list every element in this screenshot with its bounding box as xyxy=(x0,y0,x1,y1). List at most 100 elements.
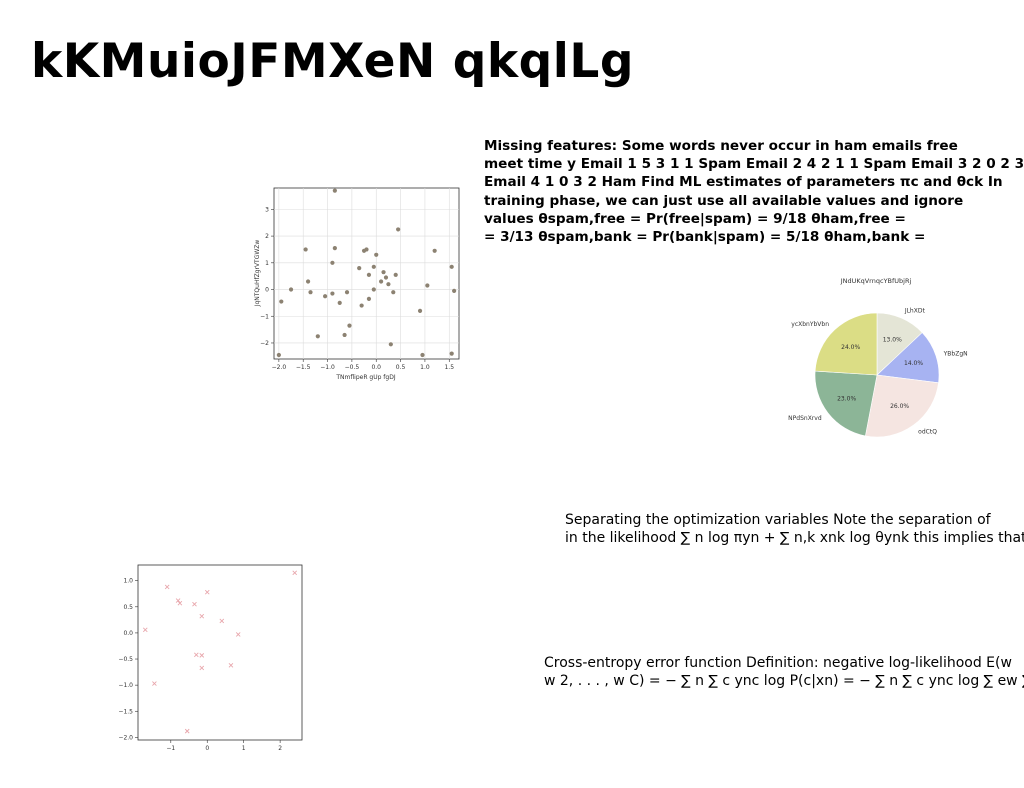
x-axis-label: TNmflipeR gUp fgDJ xyxy=(335,374,395,381)
data-point xyxy=(381,270,386,275)
x-tick-label: −2.0 xyxy=(272,364,287,371)
scatter-plot-gray: −2.0 −1.5 −1.0 −0.5 0.0 0.5 1.0 1.5 −2 −1 0 1 2 3 TN… xyxy=(254,187,460,381)
data-point xyxy=(193,652,199,658)
data-point xyxy=(219,618,225,624)
data-point xyxy=(315,334,320,339)
pie-title: JNdUKqVrnqcYBfUbjRj xyxy=(840,277,912,285)
slice-name-label: JLhXDt xyxy=(904,308,926,315)
data-point xyxy=(279,299,284,304)
text-line: Cross-entropy error function Definition:… xyxy=(544,655,1012,671)
x-tick-label: 2 xyxy=(278,745,282,752)
data-point xyxy=(359,303,364,308)
data-point xyxy=(379,279,384,284)
data-point xyxy=(235,632,241,637)
data-point xyxy=(452,288,457,293)
data-point xyxy=(371,287,376,292)
y-tick-label: −2.0 xyxy=(118,734,133,741)
x-tick-label: 1.0 xyxy=(420,364,430,371)
x-tick-label: 1 xyxy=(242,745,246,752)
scatter-plot-pink: −1 0 1 2 −2.0 −1.5 −1.0 −0.5 0.0 0.5 1.0 xyxy=(118,564,303,752)
data-point xyxy=(344,290,350,295)
text-line: Missing features: Some words never occur… xyxy=(484,138,958,154)
data-point xyxy=(386,282,391,287)
slice-percent-label: 13.0% xyxy=(883,337,902,344)
x-tick-label: −1.5 xyxy=(296,364,311,371)
plot-frame xyxy=(273,187,460,360)
data-point xyxy=(199,613,205,619)
data-point xyxy=(417,308,423,314)
data-point xyxy=(366,296,372,301)
x-tick-label: 1.5 xyxy=(444,364,454,371)
data-point xyxy=(303,247,308,252)
text-line: values θspam,free = Pr(free|spam) = 9/18… xyxy=(484,210,906,227)
data-point xyxy=(374,252,379,257)
data-point xyxy=(288,287,294,292)
slice-name-label: odCtQ xyxy=(918,429,937,436)
y-tick-label: 0 xyxy=(265,287,269,294)
y-tick-label: 0.0 xyxy=(123,630,133,637)
y-tick-label: 2 xyxy=(265,233,269,240)
data-point xyxy=(425,283,430,288)
data-point xyxy=(184,728,190,734)
y-tick-label: −1.0 xyxy=(118,682,133,689)
data-point xyxy=(366,272,372,277)
data-point xyxy=(199,653,205,658)
data-point xyxy=(192,601,197,607)
text-line: Email 4 1 0 3 2 Ham Find ML estimates of… xyxy=(484,174,1003,191)
data-point xyxy=(199,665,205,671)
slice-percent-label: 23.0% xyxy=(837,396,856,403)
text-line: training phase, we can just use all avai… xyxy=(484,192,964,209)
data-point xyxy=(204,589,210,595)
pie-slice xyxy=(814,370,878,437)
text-line: Separating the optimization variables No… xyxy=(565,512,991,528)
data-point xyxy=(292,570,298,576)
y-axis-label: JqNTQuHfZgrVTGWZw xyxy=(254,240,261,308)
pie-slice xyxy=(865,374,939,438)
y-tick-label: −1.5 xyxy=(118,708,133,715)
data-point xyxy=(420,352,425,358)
data-point xyxy=(371,264,376,269)
y-tick-label: 1.0 xyxy=(123,578,133,585)
missing-features-text: Missing features: Some words never occur… xyxy=(484,137,1024,246)
data-point xyxy=(383,275,389,280)
slice-name-label: YBbZgN xyxy=(943,350,968,357)
data-point xyxy=(228,662,234,668)
data-point xyxy=(152,681,157,686)
data-point xyxy=(357,266,362,271)
data-point xyxy=(332,188,337,193)
text-line: w 2, . . . , w C) = − ∑ n ∑ c ync log P(… xyxy=(544,673,1024,689)
data-point xyxy=(305,279,311,284)
data-point xyxy=(332,246,337,251)
data-point xyxy=(388,342,393,347)
x-tick-label: 0.0 xyxy=(371,364,381,371)
data-point xyxy=(432,248,437,253)
data-point xyxy=(342,332,347,338)
data-point xyxy=(330,260,335,265)
data-point xyxy=(330,291,335,296)
data-point xyxy=(396,227,401,232)
x-tick-label: 0.5 xyxy=(396,364,406,371)
data-point xyxy=(323,294,328,299)
text-line: in the likelihood ∑ n log πyn + ∑ n,k xn… xyxy=(565,530,1024,546)
x-tick-label: 0 xyxy=(205,745,209,752)
data-point xyxy=(449,264,454,269)
data-point xyxy=(391,290,396,295)
data-point xyxy=(164,584,170,590)
y-tick-label: 0.5 xyxy=(123,604,133,611)
data-point xyxy=(142,627,148,633)
cross-entropy-text: Cross-entropy error function Definition:… xyxy=(544,654,1024,690)
slice-percent-label: 14.0% xyxy=(904,360,923,367)
page-title: kKMuioJFMXeN qkqlLg xyxy=(31,34,634,89)
data-point xyxy=(347,323,352,328)
data-point xyxy=(175,598,181,603)
pie-slice xyxy=(814,312,878,376)
data-point xyxy=(449,351,454,356)
data-point xyxy=(393,272,398,277)
x-tick-label: −1.0 xyxy=(320,364,335,371)
x-tick-label: −0.5 xyxy=(345,364,360,371)
text-line: = 3/13 θspam,bank = Pr(bank|spam) = 5/18… xyxy=(484,229,926,246)
data-point xyxy=(308,290,313,295)
y-tick-label: −1 xyxy=(260,313,269,320)
text-line: meet time y Email 1 5 3 1 1 Spam Email 2… xyxy=(484,156,1024,173)
pie-slice xyxy=(876,332,940,384)
